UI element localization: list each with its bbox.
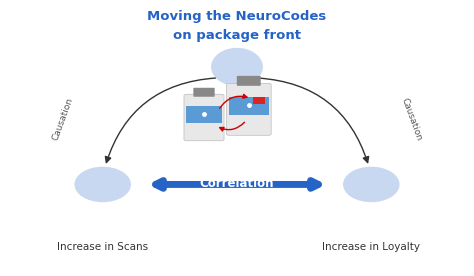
FancyArrowPatch shape (105, 78, 215, 163)
FancyArrowPatch shape (219, 122, 245, 131)
FancyBboxPatch shape (229, 97, 269, 115)
FancyArrowPatch shape (155, 181, 319, 188)
FancyArrowPatch shape (219, 94, 247, 108)
FancyBboxPatch shape (186, 106, 222, 123)
Ellipse shape (211, 48, 263, 86)
Ellipse shape (74, 167, 131, 202)
FancyBboxPatch shape (227, 83, 271, 135)
Ellipse shape (343, 167, 400, 202)
Text: Increase in Scans: Increase in Scans (57, 242, 148, 252)
FancyBboxPatch shape (193, 88, 215, 97)
Text: Correlation: Correlation (200, 177, 274, 190)
FancyBboxPatch shape (237, 76, 261, 86)
Text: Increase in Loyalty: Increase in Loyalty (322, 242, 420, 252)
Text: Causation: Causation (400, 96, 423, 142)
Text: Moving the NeuroCodes: Moving the NeuroCodes (147, 10, 327, 23)
Text: Causation: Causation (51, 96, 74, 142)
FancyArrowPatch shape (259, 78, 369, 163)
FancyBboxPatch shape (254, 97, 265, 104)
FancyBboxPatch shape (184, 94, 224, 141)
Text: on package front: on package front (173, 29, 301, 42)
